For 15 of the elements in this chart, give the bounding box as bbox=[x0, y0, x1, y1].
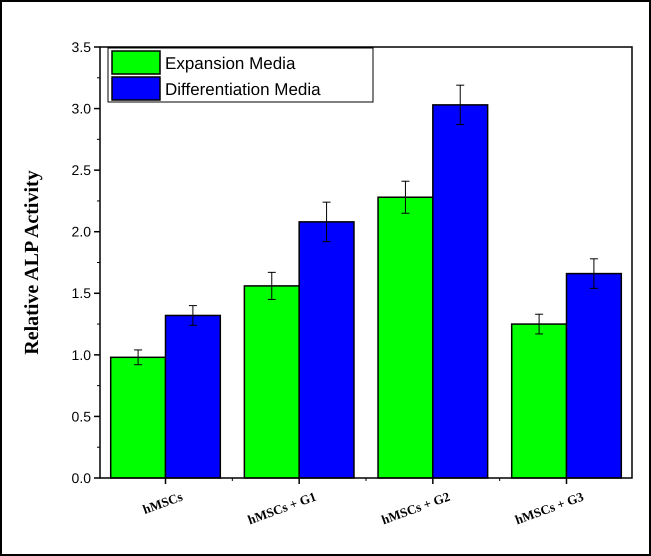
y-tick-label: 3.0 bbox=[72, 100, 92, 116]
y-tick-label: 3.5 bbox=[72, 38, 92, 55]
y-tick-label: 1.5 bbox=[72, 285, 92, 302]
y-axis-title: Relative ALP Activity bbox=[21, 170, 43, 355]
y-tick-label: 1.0 bbox=[72, 346, 92, 363]
legend-label: Differentiation Media bbox=[165, 80, 322, 99]
legend-label: Expansion Media bbox=[165, 54, 296, 73]
y-tick-label: 0.0 bbox=[72, 470, 92, 486]
y-tick-label: 0.5 bbox=[72, 408, 92, 424]
x-tick-label: hMSCs + G3 bbox=[513, 488, 586, 528]
y-tick-label: 2.0 bbox=[72, 224, 92, 240]
x-tick-label: hMSCs bbox=[140, 488, 185, 517]
x-tick-label: hMSCs + G2 bbox=[379, 488, 452, 528]
x-tick-label: hMSCs + G1 bbox=[246, 488, 318, 528]
y-tick-label: 2.5 bbox=[72, 162, 92, 178]
